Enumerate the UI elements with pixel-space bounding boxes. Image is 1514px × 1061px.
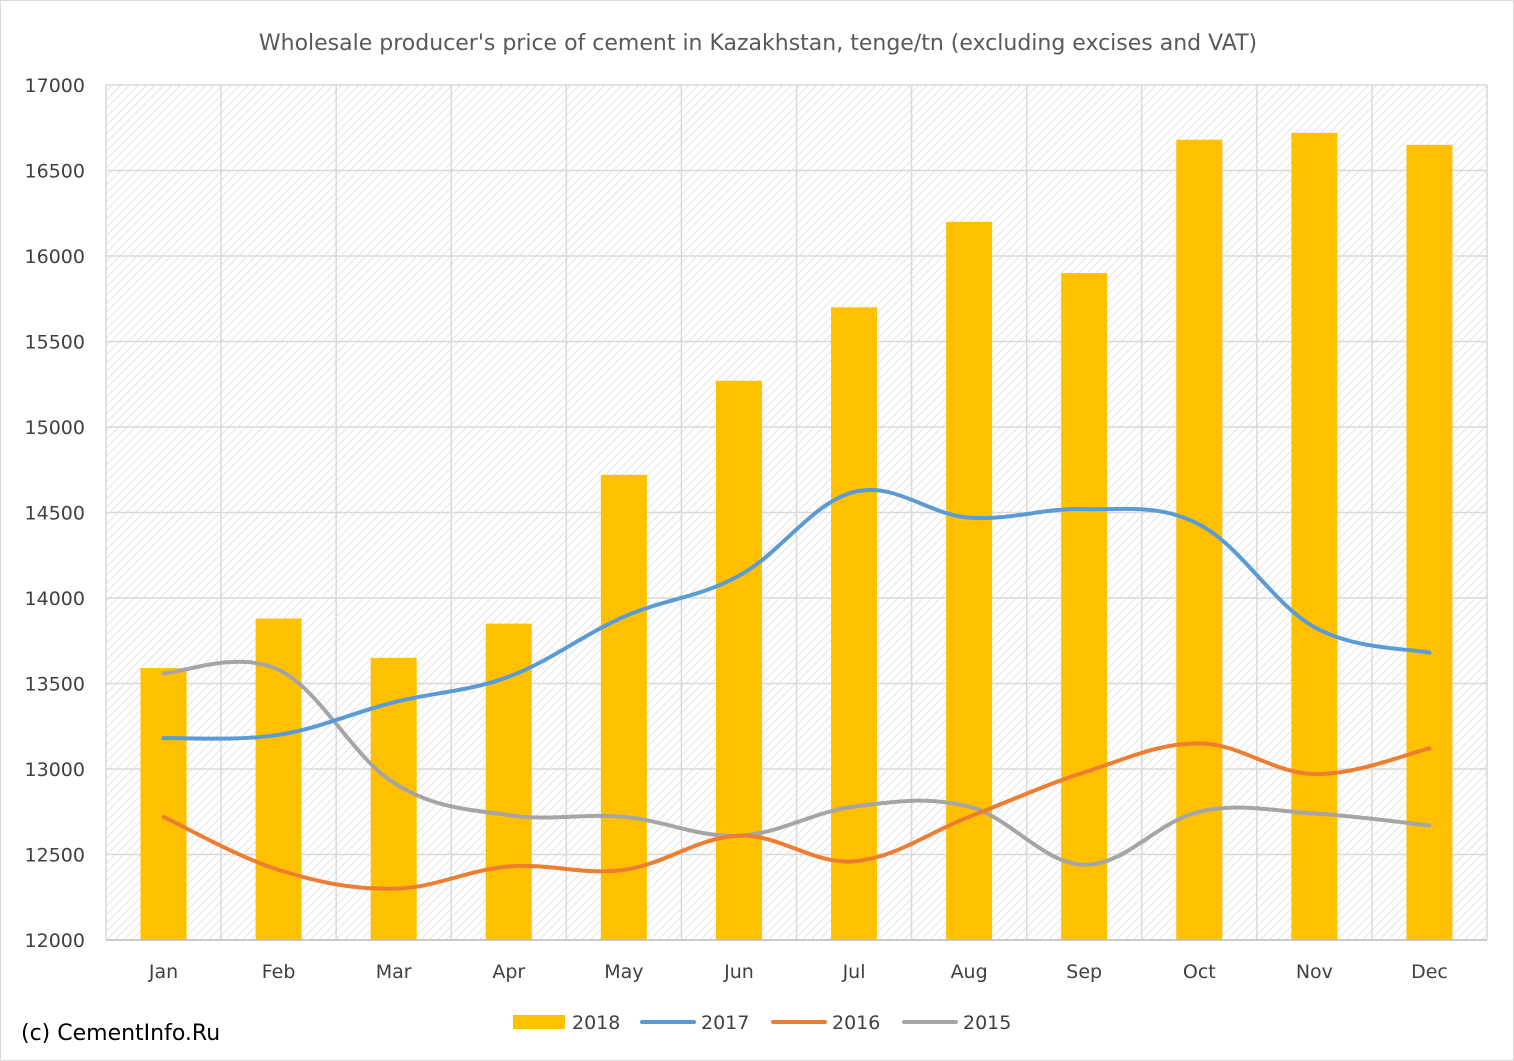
x-tick-label-jan: Jan (148, 961, 178, 983)
legend-label-2017: 2017 (701, 1012, 749, 1034)
gridlines (105, 84, 1488, 941)
bar-2018-dec (1406, 144, 1453, 941)
bar-2018-sep (1061, 273, 1108, 941)
x-tick-label-jun: Jun (723, 961, 754, 983)
bar-2018-aug (946, 221, 993, 941)
copyright-text: (c) CementInfo.Ru (21, 1021, 221, 1046)
legend: 2018 2017 2016 2015 (513, 1012, 1011, 1034)
y-tick-label-17000: 17000 (25, 75, 85, 97)
y-tick-label-12000: 12000 (25, 930, 85, 952)
y-tick-label-16500: 16500 (25, 161, 85, 183)
legend-label-2016: 2016 (832, 1012, 880, 1034)
bar-2018-nov (1291, 132, 1338, 940)
y-tick-label-16000: 16000 (25, 246, 85, 268)
legend-swatch-2018 (513, 1015, 565, 1029)
y-tick-label-15500: 15500 (25, 332, 85, 354)
bar-2018-jul (831, 307, 878, 940)
y-tick-label-12500: 12500 (25, 845, 85, 867)
bar-2018-oct (1176, 139, 1223, 941)
y-tick-label-14500: 14500 (25, 503, 85, 525)
y-tick-label-14000: 14000 (25, 588, 85, 610)
x-tick-label-may: May (604, 961, 643, 983)
x-tick-label-jul: Jul (842, 961, 866, 983)
x-tick-label-nov: Nov (1296, 961, 1333, 983)
bar-2018-feb (255, 618, 302, 940)
legend-label-2018: 2018 (572, 1012, 620, 1034)
line-series (161, 488, 1432, 891)
y-tick-label-13000: 13000 (25, 759, 85, 781)
y-tick-label-13500: 13500 (25, 674, 85, 696)
bar-series-2018 (140, 132, 1453, 941)
bar-2018-jan (140, 668, 187, 940)
bar-2018-may (600, 474, 647, 940)
legend-label-2015: 2015 (963, 1012, 1011, 1034)
axes: 12000 12500 13000 13500 14000 14500 15000 15500… (25, 75, 1487, 983)
x-tick-label-apr: Apr (492, 961, 525, 983)
x-tick-label-dec: Dec (1411, 961, 1448, 983)
x-tick-label-aug: Aug (951, 961, 988, 983)
line-2015 (161, 659, 1432, 867)
x-tick-label-oct: Oct (1183, 961, 1216, 983)
x-tick-label-feb: Feb (262, 961, 296, 983)
bar-2018-jun (715, 380, 762, 941)
x-tick-label-mar: Mar (376, 961, 412, 983)
chart-title: Wholesale producer's price of cement in … (259, 31, 1257, 56)
line-2016 (161, 741, 1432, 891)
y-tick-label-15000: 15000 (25, 417, 85, 439)
line-2017 (161, 488, 1432, 741)
x-tick-label-sep: Sep (1066, 961, 1102, 983)
